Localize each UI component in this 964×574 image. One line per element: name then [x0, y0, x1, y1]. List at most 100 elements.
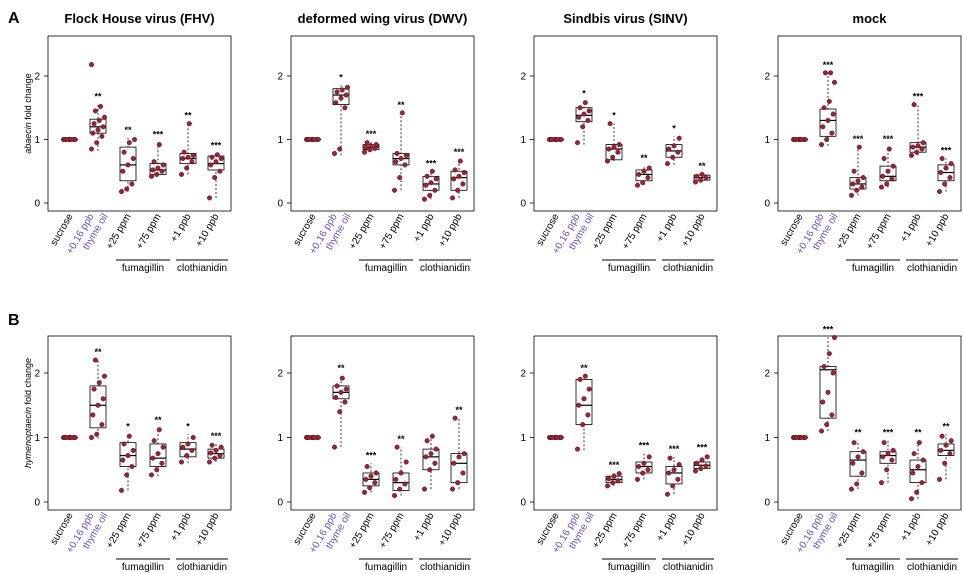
data-point [397, 175, 403, 181]
data-point [364, 140, 370, 146]
data-point [394, 150, 400, 156]
data-point [698, 465, 704, 471]
data-point [851, 168, 857, 174]
panel-title: Flock House virus (FHV) [64, 11, 214, 26]
data-point [860, 449, 866, 455]
data-point [218, 156, 224, 162]
data-point [581, 111, 587, 117]
data-point [616, 471, 622, 477]
plot-frame [777, 335, 962, 511]
data-point [851, 440, 857, 446]
group-label: fumagillin [608, 562, 650, 573]
y-tick-label: 2 [34, 72, 40, 83]
data-point [189, 447, 195, 453]
data-point [124, 186, 130, 192]
significance-label: *** [669, 444, 680, 454]
plot-frame [290, 335, 475, 511]
panel-title: deformed wing virus (DWV) [298, 11, 468, 26]
data-point [206, 459, 212, 465]
significance-label: * [612, 111, 616, 121]
data-point [333, 395, 339, 401]
data-point [209, 154, 215, 160]
data-point [178, 171, 184, 177]
data-point [580, 124, 586, 130]
data-point [645, 467, 651, 473]
data-point [120, 457, 126, 463]
data-point [154, 467, 160, 473]
data-point [575, 446, 581, 452]
significance-label: *** [454, 147, 465, 157]
data-point [939, 433, 945, 439]
panel-title: mock [853, 11, 888, 26]
data-point [640, 470, 646, 476]
panel-title: Sindbis virus (SINV) [563, 11, 687, 26]
data-point [666, 470, 672, 476]
significance-label: ** [397, 100, 405, 110]
data-point [880, 454, 886, 460]
data-point [549, 136, 555, 142]
data-point [822, 70, 828, 76]
group-label: clothianidin [420, 562, 470, 573]
data-point [433, 446, 439, 452]
data-point [854, 481, 860, 487]
data-point [914, 149, 920, 155]
data-point [704, 454, 710, 460]
group-label: fumagillin [608, 263, 650, 274]
data-point [368, 473, 374, 479]
data-point [98, 103, 104, 109]
data-point [332, 150, 338, 156]
y-tick-label: 2 [277, 369, 283, 380]
data-point [829, 130, 835, 136]
data-point [915, 464, 921, 470]
data-point [635, 476, 641, 482]
data-point [372, 480, 378, 486]
significance-label: *** [853, 134, 864, 144]
data-point [159, 168, 165, 174]
data-point [339, 375, 345, 381]
y-axis-label-suffix: fold change [23, 358, 33, 407]
data-point [939, 156, 945, 162]
data-point [914, 489, 920, 495]
data-point [881, 156, 887, 162]
data-point [90, 412, 96, 418]
significance-label: *** [426, 158, 437, 168]
data-point [855, 454, 861, 460]
category-label: +1 ppb [655, 511, 680, 544]
category-label: +10 ppb [680, 511, 708, 548]
data-point [635, 182, 641, 188]
data-point [155, 451, 161, 457]
significance-label: * [339, 73, 343, 83]
significance-label: *** [823, 60, 834, 70]
data-point [610, 154, 616, 160]
y-tick-label: 1 [764, 433, 770, 444]
data-point [213, 447, 219, 453]
significance-label: *** [697, 443, 708, 453]
data-point [185, 441, 191, 447]
data-point [670, 483, 676, 489]
data-point [703, 463, 709, 469]
data-point [150, 167, 156, 173]
data-point [100, 396, 106, 402]
data-point [362, 489, 368, 495]
data-point [461, 170, 467, 176]
data-point [189, 159, 195, 165]
data-point [99, 422, 105, 428]
plot-frame [777, 35, 962, 212]
data-point [342, 399, 348, 405]
significance-label: ** [337, 363, 345, 373]
data-point [577, 376, 583, 382]
data-point [96, 117, 102, 123]
data-point [890, 163, 896, 169]
significance-label: ** [124, 125, 132, 135]
data-point [180, 156, 186, 162]
data-point [96, 380, 102, 386]
panel-3: 012****** *********sucrose+0.16 ppbthyme … [764, 35, 962, 274]
significance-label: ** [698, 161, 706, 171]
data-point [615, 149, 621, 155]
significance-label: ** [942, 421, 950, 431]
y-tick-label: 2 [34, 369, 40, 380]
